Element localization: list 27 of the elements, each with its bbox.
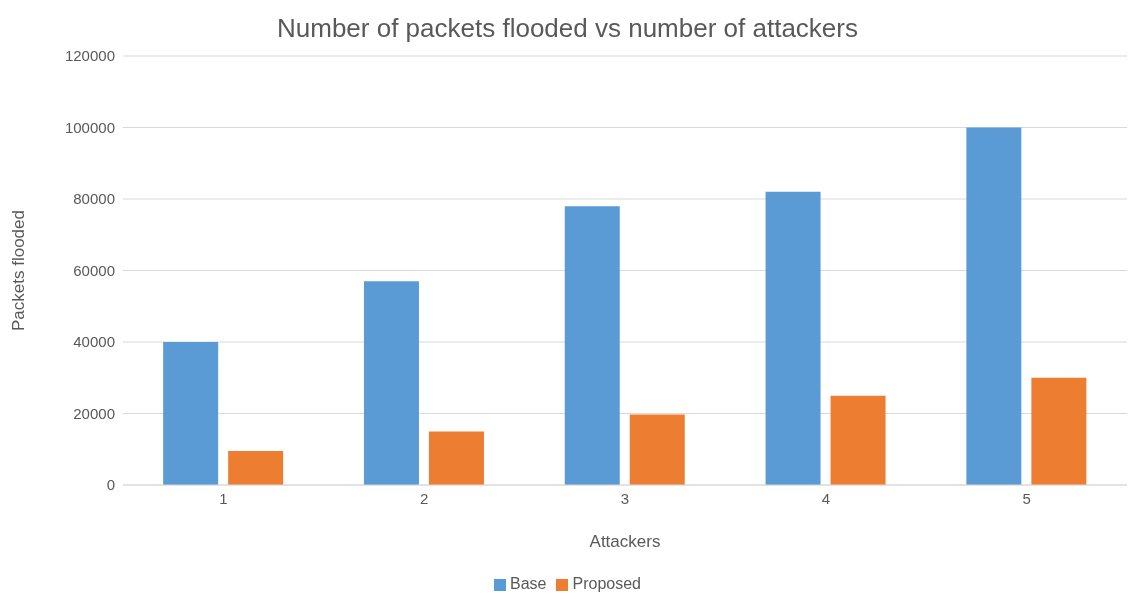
- bar: [629, 414, 685, 485]
- bar: [966, 127, 1022, 485]
- bar: [163, 342, 219, 485]
- bar: [830, 395, 886, 485]
- x-tick-label: 1: [219, 489, 228, 507]
- bar: [1031, 377, 1087, 485]
- x-tick-label: 3: [620, 489, 630, 507]
- bar: [228, 451, 284, 485]
- x-tick-label: 2: [420, 489, 429, 507]
- legend-label: Proposed: [572, 575, 641, 592]
- legend-label: Base: [510, 575, 547, 592]
- y-tick-label: 40000: [73, 333, 115, 351]
- y-tick-label: 120000: [64, 47, 115, 65]
- x-tick-label: 4: [821, 489, 830, 507]
- y-tick-label: 80000: [73, 190, 115, 208]
- bar: [564, 206, 620, 485]
- x-axis-title: Attackers: [589, 532, 661, 551]
- y-tick-label: 60000: [73, 261, 115, 279]
- y-tick-label: 0: [106, 476, 115, 494]
- y-axis-title: Packets flooded: [9, 210, 29, 331]
- bar: [428, 431, 484, 485]
- y-tick-label: 20000: [73, 404, 115, 422]
- chart-title: Number of packets flooded vs number of attackers: [276, 12, 859, 45]
- bar: [363, 281, 419, 485]
- bar: [765, 191, 821, 485]
- x-tick-label: 5: [1022, 489, 1031, 507]
- y-tick-label: 100000: [64, 118, 115, 136]
